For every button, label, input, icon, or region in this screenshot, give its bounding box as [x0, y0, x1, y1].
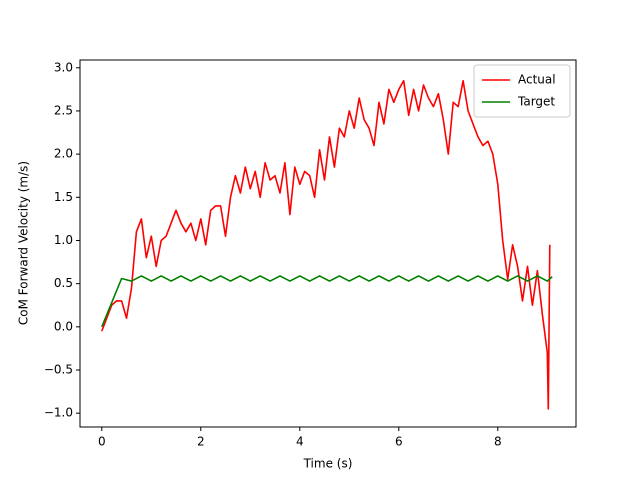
x-tick-label: 2 [197, 435, 205, 449]
plot-frame [79, 59, 577, 428]
y-axis-label: CoM Forward Velocity (m/s) [17, 161, 31, 325]
y-tick-label: 0.5 [54, 276, 73, 290]
legend-label: Target [517, 95, 555, 109]
data-line [101, 79, 551, 410]
data-line [101, 275, 553, 328]
x-tick-label: 6 [395, 435, 403, 449]
x-tick-label: 0 [98, 435, 106, 449]
y-tick-label: 1.5 [54, 190, 73, 204]
x-tick-label: 8 [494, 435, 502, 449]
legend-label: Actual [518, 73, 556, 87]
y-tick-label: −0.5 [44, 363, 73, 377]
y-tick-label: 3.0 [54, 60, 73, 74]
x-tick-label: 4 [296, 435, 304, 449]
y-tick-label: 2.5 [54, 103, 73, 117]
legend-box [473, 64, 571, 118]
y-tick-label: 1.0 [54, 233, 73, 247]
y-tick-label: 2.0 [54, 147, 73, 161]
y-tick-label: 0.0 [54, 319, 73, 333]
y-tick-label: −1.0 [44, 406, 73, 420]
x-axis-label: Time (s) [303, 457, 353, 471]
